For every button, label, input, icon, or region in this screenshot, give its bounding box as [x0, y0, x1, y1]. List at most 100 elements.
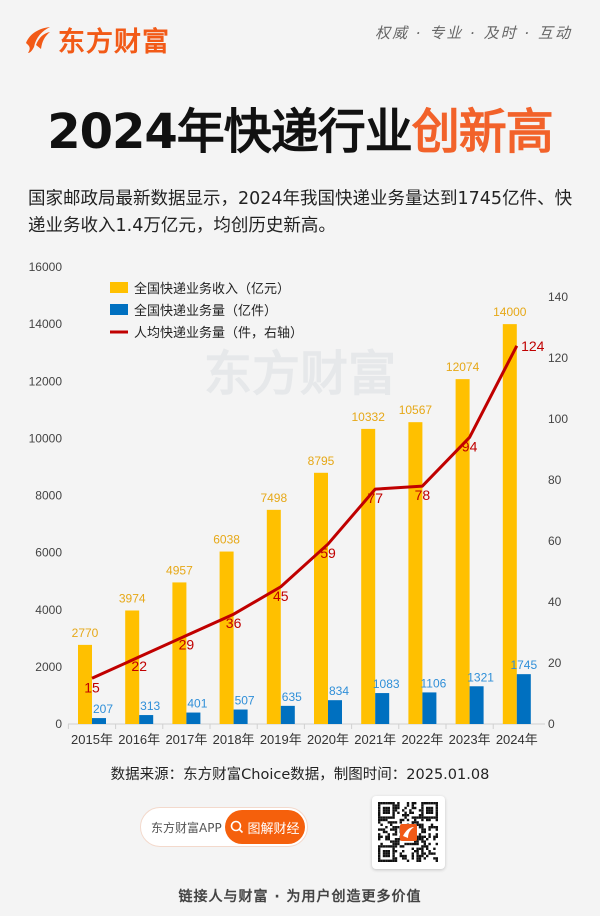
revenue-bar	[266, 509, 281, 724]
search-icon	[231, 820, 244, 834]
y-right-tick-label: 40	[548, 595, 562, 609]
revenue-data-label: 14000	[493, 305, 527, 319]
app-search-pill[interactable]: 东方财富APP 图解财经	[140, 807, 308, 847]
y-right-tick-label: 120	[548, 351, 568, 365]
x-tick-label: 2017年	[165, 732, 207, 747]
chart: 东方财富 2015年 2016年 2017年 2018年 2019年 2020年 2021年…	[29, 260, 569, 747]
volume-data-label: 313	[140, 699, 160, 713]
revenue-data-label: 12074	[446, 360, 480, 374]
per-capita-data-label: 36	[226, 615, 242, 631]
y-left-tick-label: 12000	[29, 374, 63, 388]
revenue-bar	[78, 644, 92, 724]
volume-bar	[139, 715, 154, 724]
y-left-tick-label: 16000	[29, 260, 63, 274]
y-left-tick-label: 0	[55, 717, 62, 731]
x-tick-label: 2016年	[118, 732, 160, 747]
legend-swatch	[110, 282, 128, 293]
per-capita-data-label: 78	[415, 487, 431, 503]
volume-bar	[92, 718, 106, 724]
volume-bar	[516, 674, 531, 724]
volume-bar	[233, 709, 248, 724]
search-label: 图解财经	[247, 821, 300, 837]
per-capita-data-label: 94	[462, 438, 478, 454]
revenue-data-label: 4957	[166, 563, 193, 577]
volume-data-label: 1106	[420, 676, 446, 690]
revenue-data-label: 8795	[308, 454, 335, 468]
revenue-data-label: 10332	[352, 410, 386, 424]
y-left-tick-label: 8000	[35, 489, 62, 503]
qr-code-icon	[378, 802, 438, 862]
legend-label: 人均快递业务量（件，右轴）	[134, 325, 303, 340]
volume-data-label: 401	[187, 697, 207, 711]
per-capita-data-label: 77	[367, 490, 383, 506]
volume-bar	[280, 705, 295, 724]
qr-code[interactable]	[372, 796, 445, 869]
y-right-tick-label: 20	[548, 656, 562, 670]
per-capita-data-label: 124	[521, 338, 545, 354]
y-right-tick-label: 80	[548, 473, 562, 487]
y-right-tick-label: 140	[548, 290, 568, 304]
y-right-tick-label: 0	[548, 717, 555, 731]
per-capita-data-label: 59	[320, 545, 336, 561]
volume-data-label: 1321	[467, 670, 494, 684]
legend-label: 全国快递业务量（亿件）	[134, 303, 277, 318]
y-left-tick-label: 14000	[29, 317, 63, 331]
per-capita-data-label: 45	[273, 588, 289, 604]
revenue-data-label: 7498	[260, 491, 287, 505]
app-label: 东方财富APP	[151, 821, 222, 835]
revenue-bar	[219, 551, 234, 724]
logo-flame-icon	[26, 26, 50, 53]
y-left-tick-label: 6000	[35, 546, 62, 560]
y-left-tick-label: 10000	[29, 431, 63, 445]
volume-bar	[328, 700, 342, 724]
per-capita-data-label: 22	[131, 658, 147, 674]
volume-data-label: 207	[93, 702, 113, 716]
revenue-data-label: 6038	[213, 533, 240, 547]
revenue-bar	[125, 610, 140, 724]
brand-logo: 东方财富	[22, 20, 170, 59]
x-tick-label: 2019年	[260, 732, 302, 747]
data-source: 数据来源：东方财富Choice数据，制图时间：2025.01.08	[110, 767, 490, 783]
summary-text: 国家邮政局最新数据显示，2024年我国快递业务量达到1745亿件、快递业务收入1…	[28, 189, 573, 236]
x-tick-label: 2023年	[449, 732, 491, 747]
volume-data-label: 635	[282, 690, 302, 704]
volume-data-label: 834	[329, 684, 349, 698]
revenue-data-label: 3974	[119, 591, 146, 605]
volume-data-label: 1745	[510, 658, 537, 672]
x-tick-label: 2020年	[307, 732, 349, 747]
per-capita-line	[91, 345, 519, 680]
search-button[interactable]: 图解财经	[225, 810, 305, 844]
revenue-bar	[314, 472, 328, 724]
x-tick-label: 2015年	[71, 732, 113, 747]
revenue-data-label: 10567	[399, 403, 433, 417]
volume-bar	[375, 693, 390, 724]
slogan: 权威 · 专业 · 及时 · 互动	[375, 24, 572, 42]
brand-name: 东方财富	[58, 27, 170, 58]
revenue-bar	[408, 422, 423, 724]
per-capita-data-label: 29	[179, 637, 195, 653]
revenue-bar	[172, 582, 187, 724]
y-left-tick-label: 2000	[35, 660, 62, 674]
x-tick-label: 2018年	[213, 732, 255, 747]
legend-swatch	[110, 304, 128, 315]
per-capita-data-label: 15	[84, 679, 100, 695]
x-tick-label: 2021年	[354, 732, 396, 747]
volume-bar	[186, 712, 201, 724]
footer-tagline: 链接人与财富 · 为用户创造更多价值	[178, 889, 422, 905]
volume-bar	[469, 686, 484, 724]
watermark: 东方财富	[204, 348, 396, 401]
y-right-tick-label: 60	[548, 534, 562, 548]
revenue-bar	[455, 379, 470, 724]
x-tick-label: 2024年	[496, 732, 538, 747]
x-tick-label: 2022年	[401, 732, 443, 747]
volume-bar	[422, 692, 437, 724]
legend-label: 全国快递业务收入（亿元）	[134, 281, 290, 296]
volume-data-label: 507	[235, 694, 255, 708]
volume-data-label: 1083	[373, 677, 400, 691]
page-title: 2024年快递行业创新高	[0, 92, 600, 162]
title-main: 2024年快递行业	[47, 104, 413, 160]
revenue-data-label: 2770	[72, 626, 99, 640]
y-left-tick-label: 4000	[35, 603, 62, 617]
revenue-bar	[502, 324, 517, 724]
y-right-tick-label: 100	[548, 412, 568, 426]
